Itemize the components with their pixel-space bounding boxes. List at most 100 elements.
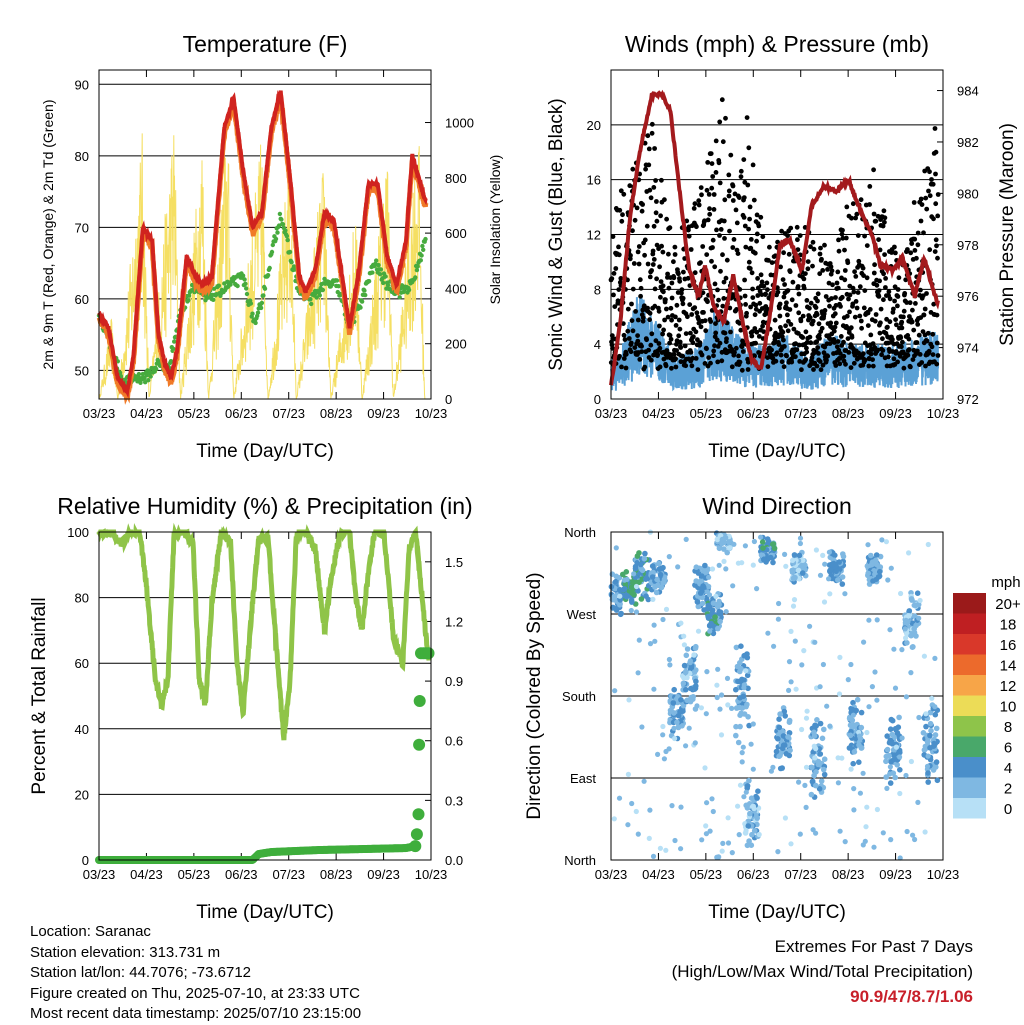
gust-point xyxy=(734,220,740,226)
gust-point xyxy=(828,320,834,326)
gust-point xyxy=(884,363,890,369)
direction-point xyxy=(790,603,797,609)
dewpoint-point xyxy=(381,280,386,286)
direction-point xyxy=(770,559,776,566)
gust-point xyxy=(659,177,664,183)
gust-point xyxy=(780,277,786,282)
direction-point xyxy=(875,574,882,580)
gust-point xyxy=(820,268,826,273)
direction-point xyxy=(857,733,863,739)
gust-point xyxy=(734,307,739,312)
gust-point xyxy=(714,337,720,343)
direction-point xyxy=(718,732,725,738)
gust-point xyxy=(881,208,887,214)
gust-point xyxy=(871,270,877,276)
colorbar-label: 12 xyxy=(1000,678,1017,695)
gust-point xyxy=(814,339,820,345)
direction-point xyxy=(921,653,928,659)
gust-point xyxy=(893,250,898,256)
direction-point xyxy=(698,705,705,711)
direction-point xyxy=(641,555,648,562)
gust-point xyxy=(858,318,864,324)
gust-point xyxy=(622,337,628,342)
direction-point xyxy=(835,577,841,583)
gust-point xyxy=(894,322,899,328)
dewpoint-point xyxy=(146,378,151,383)
gust-point xyxy=(610,234,616,240)
gust-point xyxy=(692,201,698,207)
gust-point xyxy=(662,317,667,323)
gust-point xyxy=(840,227,845,233)
colorbar-swatch xyxy=(953,716,986,737)
direction-point xyxy=(735,560,742,566)
direction-point xyxy=(612,579,619,585)
y-axis-label: Sonic Wind & Gust (Blue, Black) xyxy=(546,98,567,370)
gust-point xyxy=(760,323,765,329)
gust-point xyxy=(688,330,693,336)
gust-point xyxy=(769,347,774,353)
gust-point xyxy=(705,299,710,305)
direction-point xyxy=(748,842,755,848)
y-right-tick-label: 800 xyxy=(445,171,467,186)
direction-point xyxy=(782,713,788,719)
gust-point xyxy=(645,261,651,267)
direction-point xyxy=(736,832,742,838)
direction-point xyxy=(840,551,846,557)
direction-point xyxy=(820,552,826,559)
direction-point xyxy=(817,751,824,757)
direction-point xyxy=(929,695,935,701)
x-tick-label: 05/23 xyxy=(690,867,723,882)
gust-point xyxy=(929,177,934,182)
gust-point xyxy=(721,296,727,301)
direction-point xyxy=(871,844,877,850)
direction-point xyxy=(707,628,713,634)
gust-point xyxy=(750,295,756,300)
direction-point xyxy=(775,616,782,622)
gust-point xyxy=(710,245,715,250)
direction-point xyxy=(683,686,689,693)
gust-point xyxy=(659,243,664,249)
gust-point xyxy=(693,356,699,361)
direction-point xyxy=(887,726,894,732)
gust-point xyxy=(665,271,670,277)
gust-point xyxy=(838,334,844,339)
gust-point xyxy=(635,249,641,255)
gust-point xyxy=(756,223,762,229)
gust-point xyxy=(901,365,907,371)
gust-point xyxy=(912,236,918,242)
dewpoint-point xyxy=(242,277,247,282)
gust-point xyxy=(850,201,856,207)
direction-point xyxy=(790,575,797,582)
gust-point xyxy=(830,282,835,288)
direction-point xyxy=(647,641,654,647)
gust-point xyxy=(922,306,928,312)
gust-point xyxy=(758,214,764,220)
gust-point xyxy=(804,340,810,345)
direction-point xyxy=(811,743,817,749)
direction-point xyxy=(775,736,781,742)
direction-point xyxy=(611,816,617,822)
gust-point xyxy=(877,247,883,253)
direction-point xyxy=(803,764,810,770)
direction-point xyxy=(819,735,826,742)
panel-winds: Winds (mph) & Pressure (mb) Time (Day/UTC… xyxy=(546,31,1018,462)
direction-point xyxy=(879,537,885,543)
gust-point xyxy=(934,312,940,318)
gust-point xyxy=(759,292,765,297)
dewpoint-point xyxy=(330,282,335,287)
direction-point xyxy=(813,830,819,836)
direction-point xyxy=(812,755,818,761)
direction-point xyxy=(860,842,866,848)
direction-point xyxy=(803,715,810,721)
direction-point xyxy=(733,732,739,739)
gust-point xyxy=(858,197,864,203)
dewpoint-point xyxy=(244,291,250,297)
direction-point xyxy=(874,806,881,813)
gust-point xyxy=(656,341,662,346)
gust-point xyxy=(690,355,696,361)
colorbar-title: mph xyxy=(991,574,1020,591)
gust-point xyxy=(833,295,838,300)
direction-point xyxy=(759,539,766,545)
x-tick-label: 03/23 xyxy=(595,867,628,882)
